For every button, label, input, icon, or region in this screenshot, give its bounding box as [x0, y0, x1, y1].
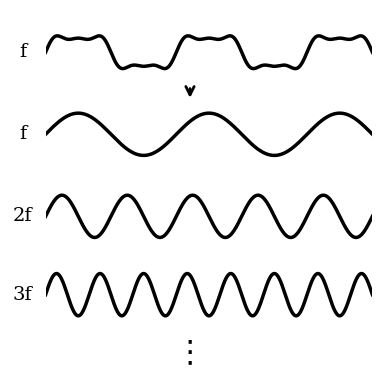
Text: 2f: 2f [13, 207, 33, 225]
Text: f: f [19, 125, 27, 143]
Text: f: f [19, 43, 27, 61]
Text: ⋮: ⋮ [175, 338, 205, 367]
Text: 3f: 3f [13, 286, 33, 304]
